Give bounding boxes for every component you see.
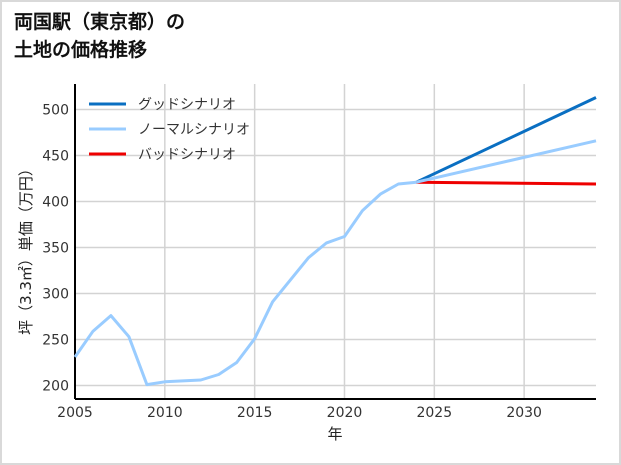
scenario-line	[415, 96, 597, 184]
y-tick-label: 450	[42, 149, 69, 165]
x-tick-label: 2010	[147, 405, 183, 421]
legend-label: ノーマルシナリオ	[138, 122, 250, 138]
chart-title: 両国駅（東京都）の 土地の価格推移	[14, 11, 186, 61]
y-tick-label: 500	[42, 103, 69, 119]
x-tick-label: 2030	[506, 405, 542, 421]
historical-line	[73, 180, 417, 387]
y-tick-label: 350	[42, 241, 69, 257]
y-axis-label: 坪（3.3㎡）単価（万円）	[17, 161, 35, 335]
y-tick-label: 200	[42, 379, 69, 395]
legend-label: グッドシナリオ	[138, 97, 236, 113]
x-axis-label: 年	[327, 425, 342, 443]
y-tick-label: 400	[42, 195, 69, 211]
y-tick-label: 300	[42, 287, 69, 303]
x-tick-label: 2015	[237, 405, 273, 421]
y-tick-label: 250	[42, 333, 69, 349]
legend-label: バッドシナリオ	[138, 147, 236, 163]
x-tick-label: 2020	[327, 405, 363, 421]
x-tick-label: 2025	[416, 405, 452, 421]
x-tick-label: 2005	[57, 405, 93, 421]
scenario-line	[415, 139, 597, 184]
scenario-line	[416, 180, 597, 186]
